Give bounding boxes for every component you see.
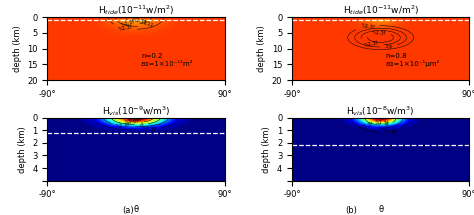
Text: n=0.2: n=0.2 bbox=[141, 53, 163, 59]
Title: H$_{tide}$(10$^{-11}$w/m$^2$): H$_{tide}$(10$^{-11}$w/m$^2$) bbox=[98, 3, 174, 17]
Title: H$_{tide}$(10$^{-11}$w/m$^2$): H$_{tide}$(10$^{-11}$w/m$^2$) bbox=[343, 3, 419, 17]
Text: n=0.8: n=0.8 bbox=[385, 53, 407, 59]
Title: H$_{vis}$(10$^{-8}$w/m$^3$): H$_{vis}$(10$^{-8}$w/m$^3$) bbox=[346, 104, 415, 118]
Y-axis label: depth (km): depth (km) bbox=[13, 25, 22, 72]
Text: %1.3f: %1.3f bbox=[360, 23, 375, 30]
Text: 6: 6 bbox=[384, 122, 389, 127]
Text: %1.3f: %1.3f bbox=[132, 18, 147, 25]
Title: H$_{vis}$(10$^{-9}$w/m$^3$): H$_{vis}$(10$^{-9}$w/m$^3$) bbox=[102, 104, 170, 118]
Text: %1.3f: %1.3f bbox=[374, 120, 389, 125]
Y-axis label: depth (km): depth (km) bbox=[262, 126, 271, 173]
Text: (b): (b) bbox=[345, 206, 357, 215]
Text: %1.3f: %1.3f bbox=[372, 30, 386, 36]
Text: 3.9: 3.9 bbox=[385, 44, 393, 49]
Text: %1.3f: %1.3f bbox=[118, 24, 133, 32]
Text: %1.3f: %1.3f bbox=[360, 121, 375, 131]
Y-axis label: depth (km): depth (km) bbox=[257, 25, 266, 72]
X-axis label: θ: θ bbox=[378, 205, 383, 214]
Text: %1.3f: %1.3f bbox=[142, 126, 156, 132]
Text: εα=1×10⁻¹µm²: εα=1×10⁻¹µm² bbox=[385, 60, 440, 67]
Text: %1.3f: %1.3f bbox=[364, 40, 379, 48]
Text: %1.3f: %1.3f bbox=[128, 118, 142, 123]
Text: (a): (a) bbox=[122, 206, 134, 215]
Text: εα=1×10⁻¹¹m²: εα=1×10⁻¹¹m² bbox=[141, 61, 193, 67]
Text: %1.3f: %1.3f bbox=[116, 123, 130, 129]
Y-axis label: depth (km): depth (km) bbox=[18, 126, 27, 173]
Text: 1.11: 1.11 bbox=[142, 20, 154, 29]
Text: %1.3f: %1.3f bbox=[120, 18, 135, 28]
Text: %1.3f: %1.3f bbox=[382, 128, 396, 135]
X-axis label: θ: θ bbox=[134, 205, 138, 214]
Text: %1.3f: %1.3f bbox=[124, 119, 138, 125]
Text: A: A bbox=[140, 122, 143, 127]
